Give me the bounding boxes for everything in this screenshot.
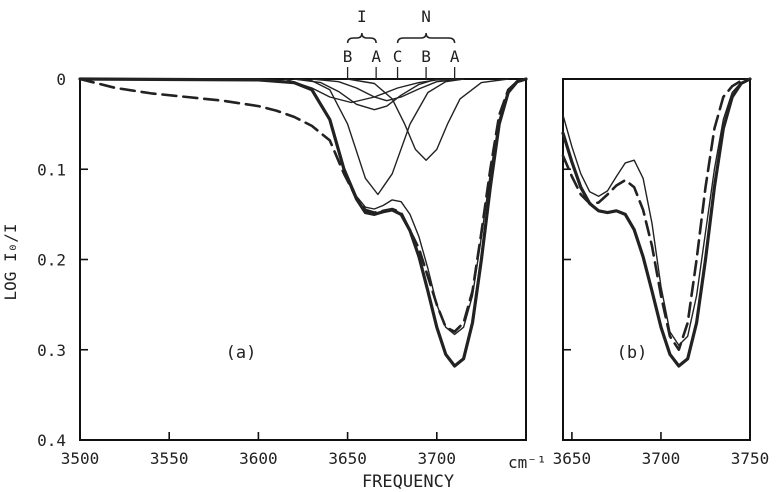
- y-tick-label: 0: [56, 70, 66, 89]
- series-solid-bold-0: [561, 77, 752, 368]
- band-label: A: [371, 47, 381, 66]
- series-solid-bold-0: [78, 77, 528, 368]
- x-tick-label: 3500: [61, 449, 100, 468]
- band-group-label: N: [421, 7, 431, 26]
- x-axis-unit: cm⁻¹: [508, 453, 547, 472]
- y-tick-label: 0.3: [37, 341, 66, 360]
- x-tick-label: 3700: [642, 449, 681, 468]
- series-solid-thin-3: [293, 78, 465, 196]
- y-axis-label: LOG I₀/I: [1, 223, 20, 300]
- x-axis-label: FREQUENCY: [362, 472, 454, 492]
- y-tick-label: 0.4: [37, 431, 66, 450]
- x-tick-label: 3600: [239, 449, 278, 468]
- band-group-label: I: [357, 7, 367, 26]
- band-label: C: [393, 47, 403, 66]
- series-solid-thin-2: [257, 78, 527, 336]
- band-group-bracket: [396, 32, 456, 44]
- series-solid-thin-5: [346, 78, 509, 161]
- series-dashed-1: [561, 77, 752, 351]
- x-tick-label: 3550: [150, 449, 189, 468]
- series-solid-thin-2: [562, 78, 751, 346]
- panel-label: (a): [226, 343, 257, 363]
- band-group-bracket: [346, 32, 377, 44]
- y-tick-label: 0.2: [37, 251, 66, 270]
- series-solid-thin-7: [311, 78, 465, 102]
- series-solid-thin-6: [293, 78, 438, 111]
- band-label: B: [343, 47, 353, 66]
- x-tick-label: 3700: [418, 449, 457, 468]
- x-tick-label: 3650: [553, 449, 592, 468]
- y-tick-label: 0.1: [37, 160, 66, 179]
- x-tick-label: 3650: [328, 449, 367, 468]
- plot-frame: [79, 78, 527, 441]
- panel-label: (b): [617, 343, 648, 363]
- x-tick-label: 3750: [731, 449, 770, 468]
- band-label: B: [421, 47, 431, 66]
- panel-b: 3650 3700 3750 (b): [553, 77, 770, 468]
- series-dashed-1: [78, 77, 528, 333]
- band-label: A: [450, 47, 460, 66]
